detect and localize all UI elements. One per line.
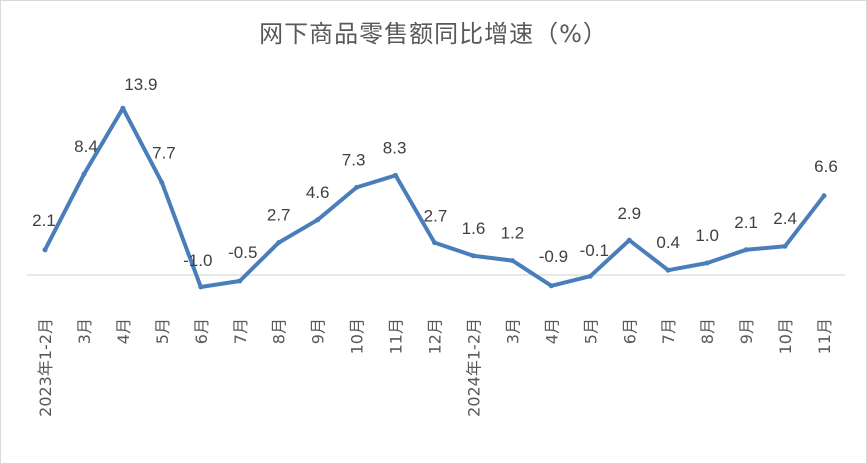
data-label: 2.1 [32, 211, 56, 230]
data-point [81, 172, 86, 177]
x-tick-label: 12月 [426, 318, 445, 354]
x-tick-layer: 2023年1-2月 3月 4月 5月 6月 7月 8月 9月 10月 11月 12月 2024年1-2… [36, 318, 834, 417]
x-tick-label: 3月 [503, 318, 522, 344]
data-point [744, 247, 749, 252]
x-tick-label: 9月 [737, 318, 756, 344]
data-point [393, 173, 398, 178]
data-point [510, 258, 515, 263]
x-tick-label: 2023年1-2月 [36, 318, 55, 417]
data-label: 7.3 [342, 150, 366, 169]
data-label: 2.1 [734, 213, 758, 232]
x-tick-label: 3月 [75, 318, 94, 344]
data-label: -1.0 [183, 251, 212, 270]
data-label: -0.9 [539, 247, 568, 266]
data-label: 13.9 [124, 75, 157, 94]
data-point [822, 193, 827, 198]
data-point [198, 285, 203, 290]
data-point [471, 253, 476, 258]
data-point [627, 238, 632, 243]
series-line-layer [43, 106, 827, 290]
x-tick-label: 6月 [620, 318, 639, 344]
data-label: 1.0 [695, 226, 719, 245]
x-tick-label: 8月 [698, 318, 717, 344]
x-tick-label: 5月 [153, 318, 172, 344]
x-tick-label: 7月 [231, 318, 250, 344]
data-point [588, 274, 593, 279]
data-point [159, 180, 164, 185]
data-label: 8.4 [74, 137, 98, 156]
data-label: 0.4 [656, 233, 680, 252]
data-point [354, 185, 359, 190]
data-label: 2.4 [773, 209, 797, 228]
series-line [45, 108, 824, 287]
x-tick-label: 8月 [270, 318, 289, 344]
data-label: 1.6 [462, 219, 486, 238]
data-label: 6.6 [814, 157, 838, 176]
data-point [315, 217, 320, 222]
x-tick-label: 10月 [776, 318, 795, 354]
data-label: 1.2 [501, 224, 525, 243]
x-tick-label: 7月 [659, 318, 678, 344]
x-tick-label: 11月 [387, 318, 406, 354]
data-label: 7.7 [152, 144, 176, 163]
x-tick-label: 6月 [192, 318, 211, 344]
data-label: -0.1 [580, 241, 609, 260]
data-point [120, 106, 125, 111]
x-tick-label: 2024年1-2月 [465, 318, 484, 417]
data-point [276, 240, 281, 245]
data-label: 8.3 [383, 138, 407, 157]
data-label: 2.7 [267, 206, 291, 225]
x-tick-label: 10月 [348, 318, 367, 354]
data-label: 2.9 [617, 204, 641, 223]
data-point [432, 240, 437, 245]
x-tick-label: 4月 [114, 318, 133, 344]
data-label: -0.5 [228, 243, 257, 262]
data-point [705, 261, 710, 266]
x-tick-label: 9月 [309, 318, 328, 344]
x-tick-label: 4月 [542, 318, 561, 344]
data-point [783, 244, 788, 249]
x-tick-label: 5月 [581, 318, 600, 344]
data-point [43, 247, 48, 252]
data-point [666, 268, 671, 273]
x-tick-label: 11月 [815, 318, 834, 354]
data-point [237, 279, 242, 284]
data-label: 2.7 [424, 207, 448, 226]
data-label: 4.6 [306, 183, 330, 202]
data-point [549, 283, 554, 288]
